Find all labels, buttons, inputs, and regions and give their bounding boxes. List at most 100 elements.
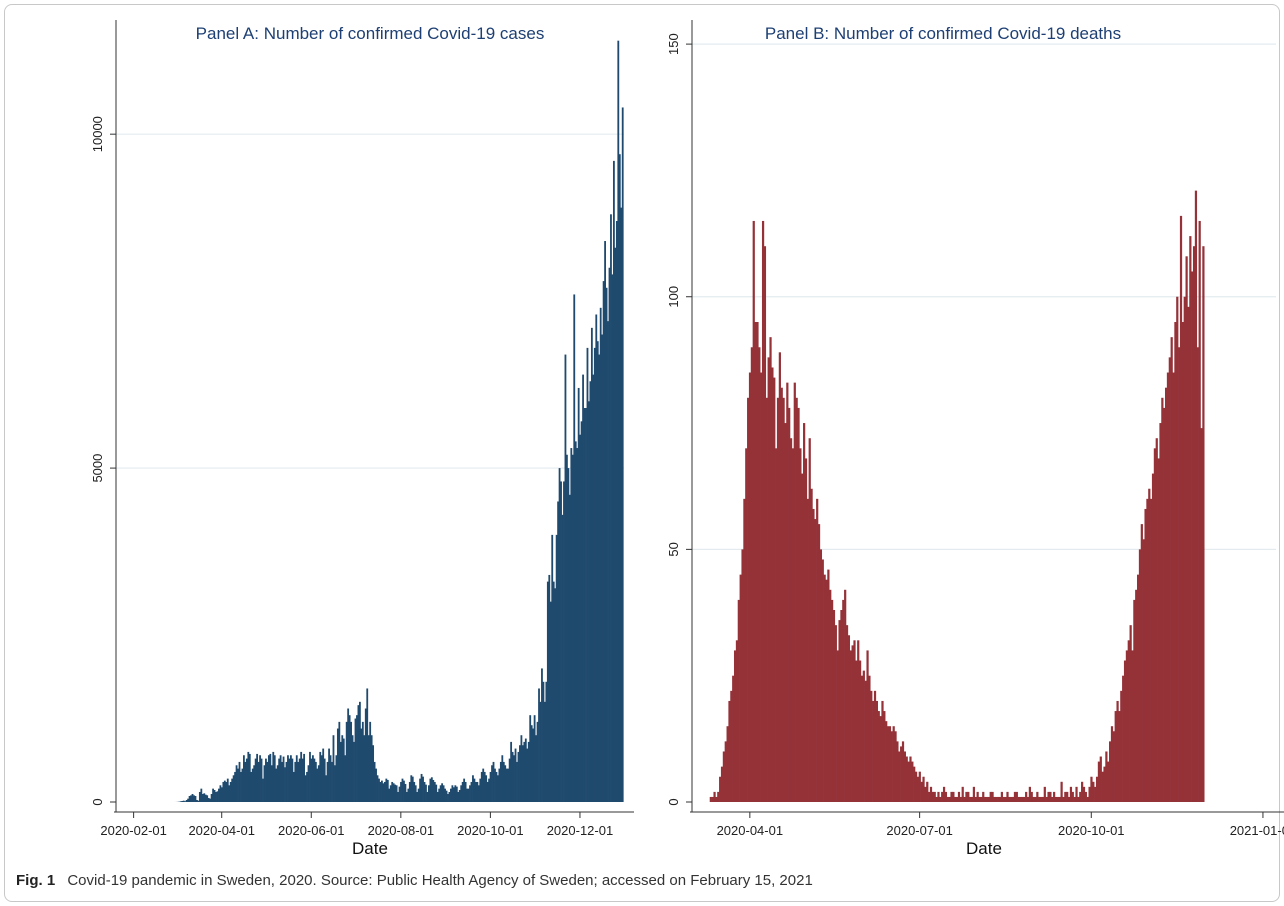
panel-b-bar [1058,796,1061,802]
panel-a-bar [323,758,326,802]
panel-a-bar [435,784,438,802]
panel-a-title: Panel A: Number of confirmed Covid-19 ca… [196,24,545,43]
panel-b-bar [803,423,806,802]
panel-a-bar [386,779,389,802]
panel-b-bar [1107,761,1110,802]
panel-a-bar [262,778,264,802]
panel-a-bar [392,783,395,802]
panel-a-bar [375,768,377,802]
panel-b-bar [1060,781,1063,802]
panel-a-bar [243,755,245,802]
panel-b-bar [900,746,903,802]
panel-a-bar [225,781,228,802]
panel-b-bar [1196,347,1199,802]
panel-a-bar [489,771,492,802]
panel-b-bar [1069,786,1073,802]
panel-a-bar [215,791,217,802]
panel-b-bar [1064,791,1067,802]
panel-a-bar [281,761,283,802]
panel-b-bar [954,796,957,802]
panel-a-bar [244,761,247,802]
panel-b-bar [985,796,989,802]
panel-b-bar [1133,599,1136,802]
panel-a-bar [285,761,288,802]
panel-a-bar [549,601,552,802]
panel-a-bar [303,753,306,802]
panel-a-bar [433,781,436,802]
panel-b-bar [1010,796,1013,802]
panel-b-bar [1191,271,1194,802]
panel-b-bar [1129,625,1132,802]
panel-b-bar [1105,751,1108,802]
panel-b-bar [747,397,750,802]
panel-a-bar [338,721,341,802]
panel-a-bar [436,791,439,802]
panel-a-bar [583,407,586,802]
panel-b-bar [836,650,839,802]
panel-b-bar [825,579,828,802]
panel-a-bar [336,728,339,802]
panel-a-bar [266,761,269,802]
panel-a-bar [605,287,608,802]
panel-b-bar [775,448,778,802]
panel-b-bar [1116,700,1119,802]
panel-a-bar [347,708,350,802]
panel-a-bar [610,214,612,802]
panel-b-x-tick-label: 2020-07-01 [886,823,953,838]
panel-a-bar [417,788,420,802]
panel-a-bar [317,765,320,802]
panel-a-bar [595,314,598,802]
panel-b-bar [817,524,821,802]
panel-b-chart: 0 50 100 150 2020-04-01 2020-07-01 2020-10-01 2… [640,0,1284,906]
panel-a-bar [341,735,344,802]
panel-b-bar [745,448,748,802]
panel-a-bar [589,381,592,802]
panel-b-bar [918,771,921,802]
panel-a-bar [618,154,621,803]
panel-b-bar [903,751,906,802]
panel-a-bar [378,778,380,802]
panel-a-bar [560,481,562,802]
panel-b-bar [741,549,744,802]
panel-b-bar [883,711,886,802]
panel-a-y-tick-label: 0 [90,798,105,805]
panel-b-bar [810,488,813,802]
panel-b-bar [780,387,783,802]
panel-a-bar [539,701,542,802]
panel-a-bar [312,755,314,802]
panel-a-bar [410,775,413,802]
panel-a-bar [234,771,237,802]
panel-b-bar [1092,781,1095,802]
panel-b-bar [1011,796,1015,802]
panel-b-bar [914,771,918,802]
panel-a-bar [596,341,599,802]
panel-b-bar [1153,448,1157,802]
panel-b-bar [901,741,905,802]
panel-b-bar [788,407,791,802]
panel-a-bar [532,728,535,802]
panel-b-bar [1164,387,1168,802]
panel-b-y-tick-label: 0 [666,798,681,805]
panel-b-bar [857,640,860,802]
panel-b-bar [995,796,998,802]
panel-b-bar [1062,796,1065,802]
panel-b-bar [763,246,767,803]
panel-b-bar [1123,660,1127,802]
panel-a-bar [585,407,587,802]
panel-a-bar [294,761,297,802]
panel-a-bar [590,327,593,802]
panel-a-bar [194,795,197,802]
panel-a-bar [533,715,536,802]
panel-a-bar [561,514,564,802]
panel-b-bar [851,645,854,802]
panel-b-bar [877,711,880,802]
panel-a-bar [483,771,486,802]
panel-a-bar [405,791,408,802]
panel-b-bar [998,796,1002,802]
panel-a-bar [573,294,576,802]
panel-a-bar [241,768,244,802]
panel-b-bar [875,700,878,802]
panel-a-bar [267,755,270,802]
panel-b-bar [1006,791,1009,802]
panel-b-bar [1039,796,1043,802]
